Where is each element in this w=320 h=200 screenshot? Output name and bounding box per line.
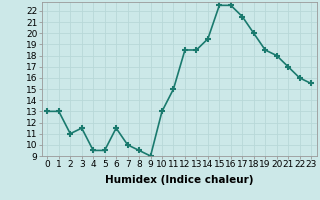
X-axis label: Humidex (Indice chaleur): Humidex (Indice chaleur) (105, 175, 253, 185)
